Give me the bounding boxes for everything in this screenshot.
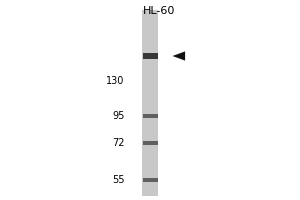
Bar bbox=[142, 178, 158, 182]
Bar bbox=[142, 53, 158, 59]
Text: 130: 130 bbox=[106, 76, 124, 86]
Bar bbox=[142, 10, 158, 196]
Bar bbox=[142, 114, 158, 118]
Polygon shape bbox=[172, 51, 185, 61]
Text: 72: 72 bbox=[112, 138, 124, 148]
Bar bbox=[142, 141, 158, 145]
Text: 95: 95 bbox=[112, 111, 124, 121]
Text: HL-60: HL-60 bbox=[143, 6, 175, 16]
Text: 55: 55 bbox=[112, 175, 124, 185]
